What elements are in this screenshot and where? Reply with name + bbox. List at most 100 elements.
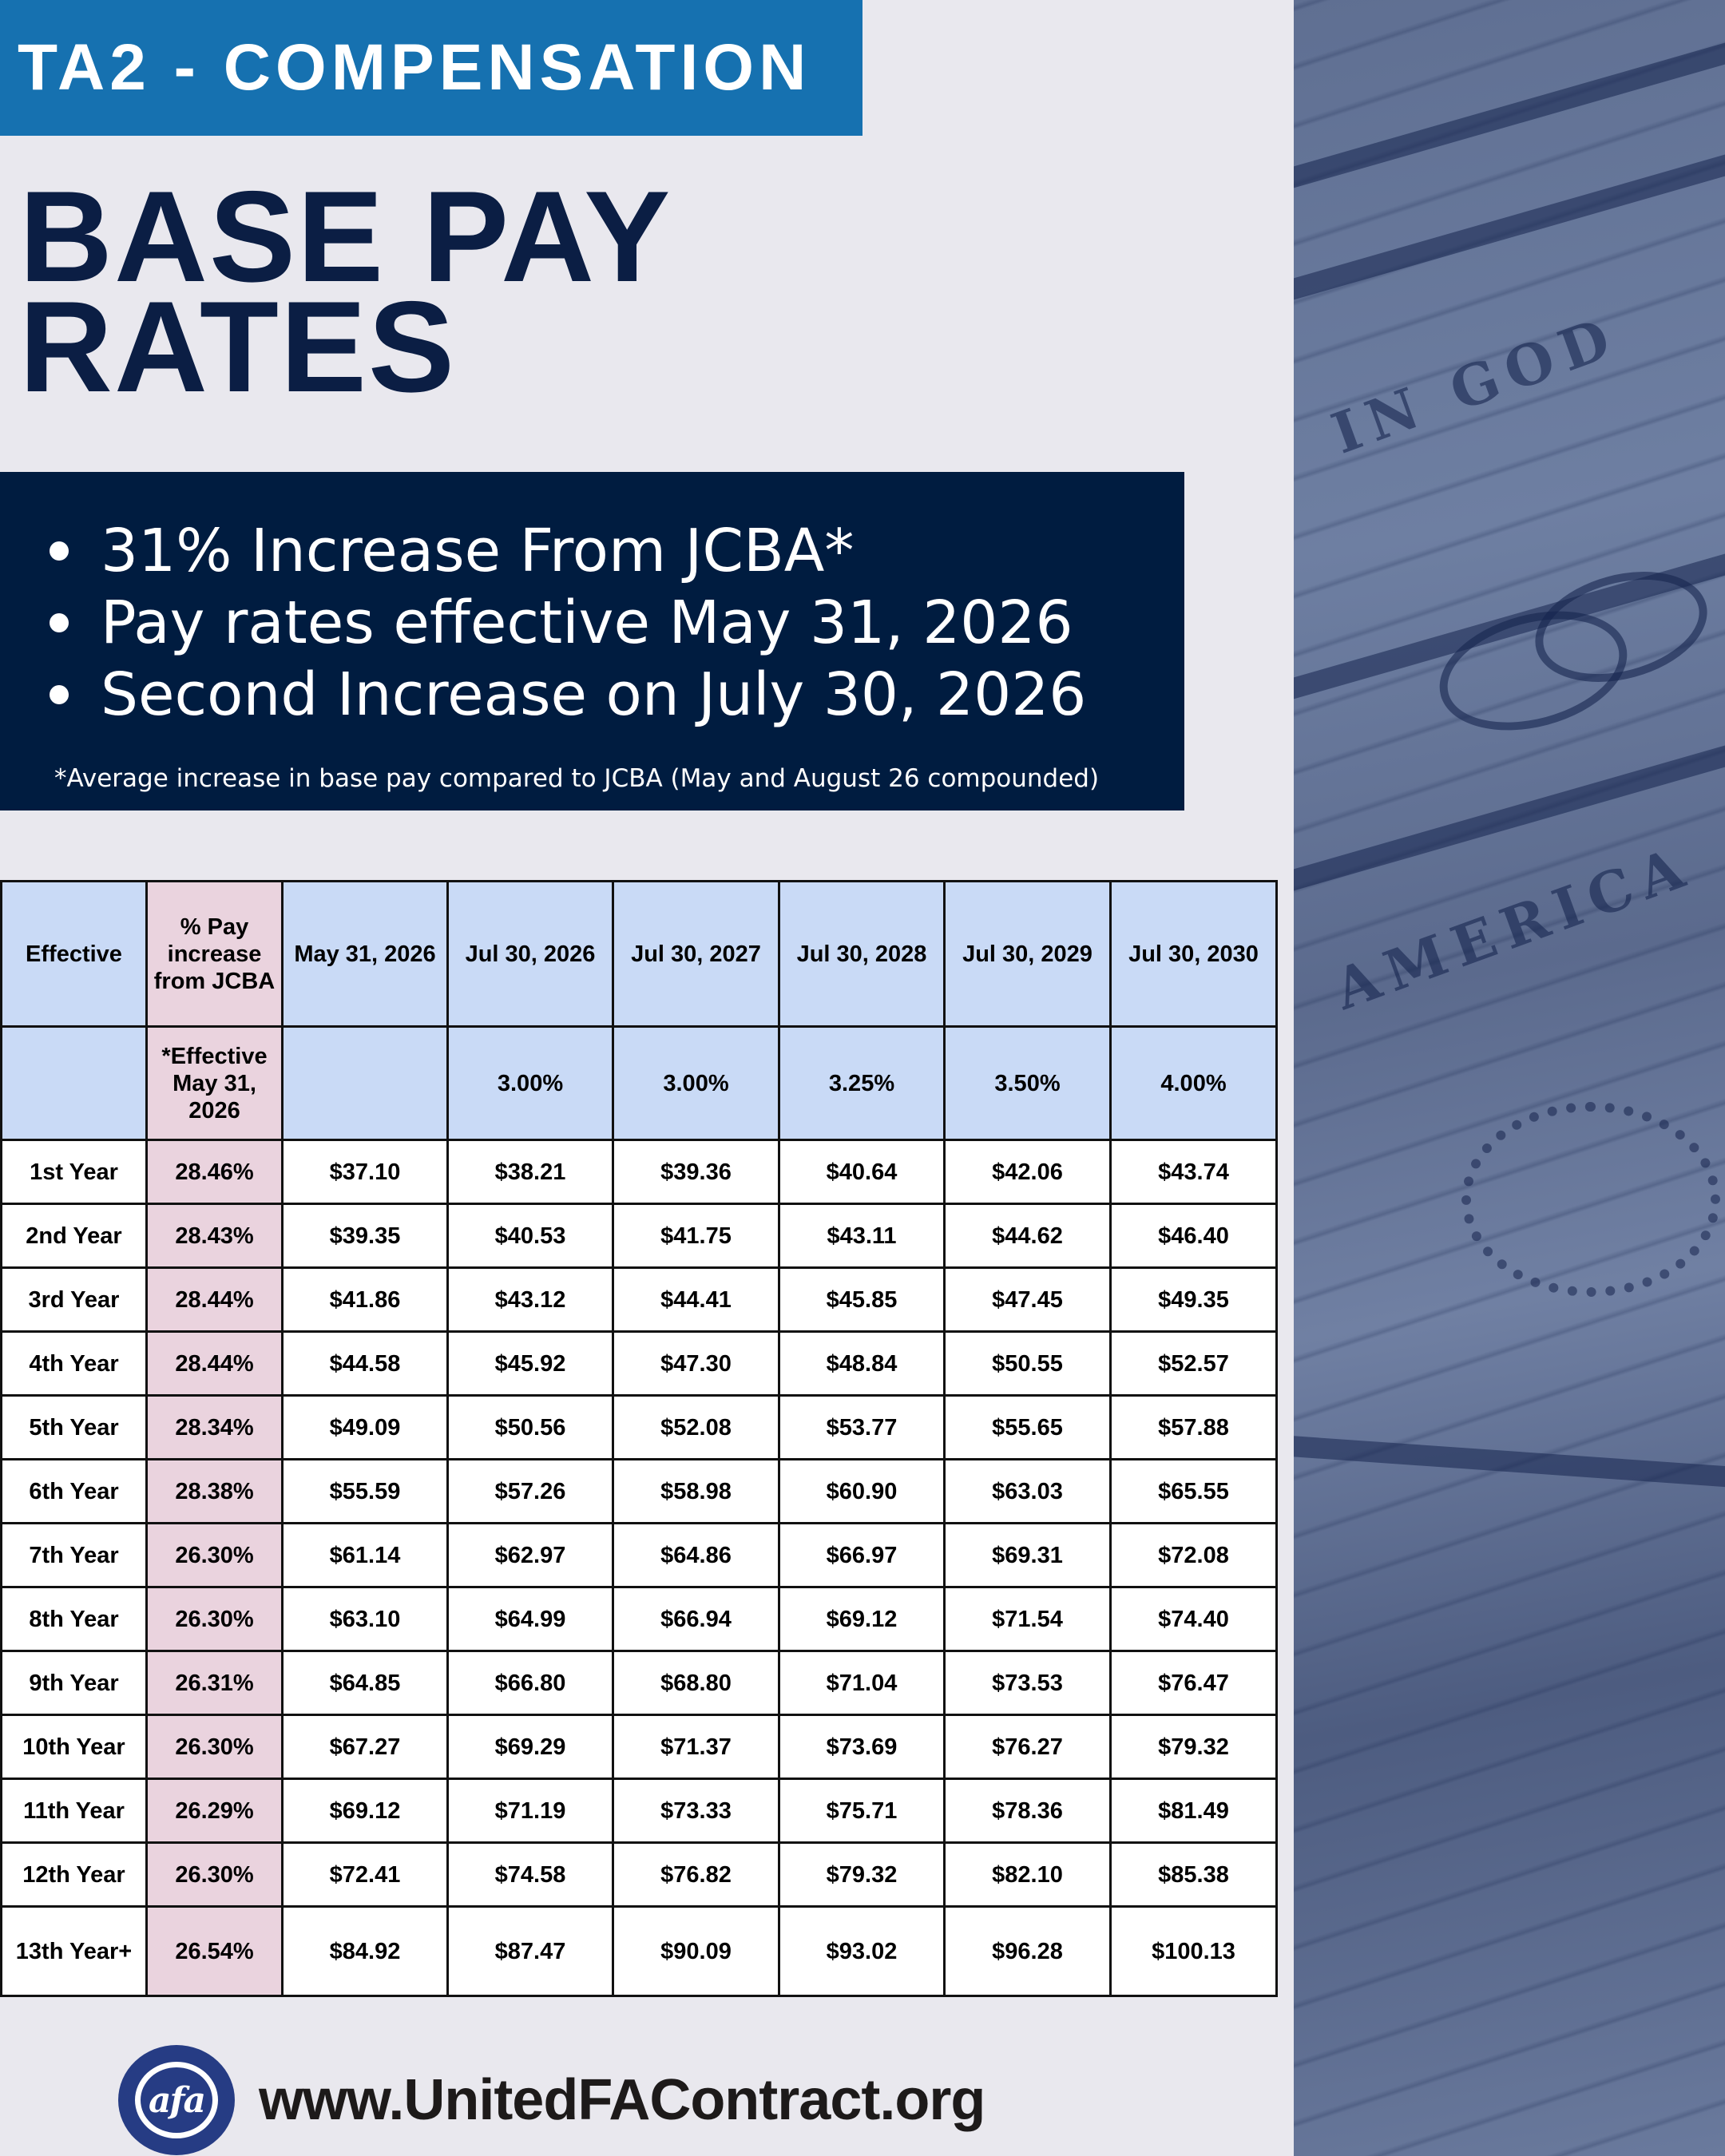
row-label: 1st Year — [0, 1139, 148, 1205]
pay-rate-cell: $63.03 — [943, 1458, 1112, 1524]
pay-rate-cell: $47.30 — [612, 1330, 780, 1397]
table-cell — [0, 1025, 148, 1141]
footnote: *Average increase in base pay compared t… — [54, 764, 1100, 793]
pay-rate-cell: $58.98 — [612, 1458, 780, 1524]
highlight-text: Pay rates effective May 31, 2026 — [101, 589, 1073, 657]
pay-rate-cell: $48.84 — [778, 1330, 946, 1397]
pay-rate-cell: $72.08 — [1109, 1522, 1278, 1588]
pay-rate-cell: $57.88 — [1109, 1394, 1278, 1460]
pay-rate-cell: $53.77 — [778, 1394, 946, 1460]
pay-rate-cell: $55.59 — [281, 1458, 449, 1524]
afa-logo-text: afa — [135, 2062, 218, 2138]
increase-percent-row: *Effective May 31, 2026 3.00% 3.00% 3.25… — [0, 1025, 1278, 1141]
pay-rate-cell: $64.85 — [281, 1650, 449, 1716]
page-title-line-1: BASE PAY — [19, 164, 672, 309]
pay-rate-cell: $79.32 — [1109, 1714, 1278, 1780]
pay-rate-cell: $76.82 — [612, 1841, 780, 1908]
photo-detail — [1461, 1102, 1720, 1297]
pay-rate-cell: $42.06 — [943, 1139, 1112, 1205]
pay-rate-cell: $55.65 — [943, 1394, 1112, 1460]
pay-rate-cell: $62.97 — [446, 1522, 614, 1588]
pay-rate-cell: $60.90 — [778, 1458, 946, 1524]
percent-increase-cell: 28.44% — [145, 1330, 284, 1397]
pay-rate-cell: $43.11 — [778, 1203, 946, 1269]
highlights-list: 31% Increase From JCBA* Pay rates effect… — [50, 515, 1184, 731]
column-header: Jul 30, 2026 — [446, 880, 614, 1028]
pay-rate-cell: $47.45 — [943, 1266, 1112, 1333]
row-label: 6th Year — [0, 1458, 148, 1524]
pay-rate-cell: $39.36 — [612, 1139, 780, 1205]
percent-increase-cell: 26.30% — [145, 1522, 284, 1588]
photo-detail: IN GOD — [1323, 302, 1628, 467]
pay-rate-cell: $63.10 — [281, 1586, 449, 1652]
percent-increase-cell: 26.31% — [145, 1650, 284, 1716]
highlight-item: Second Increase on July 30, 2026 — [50, 659, 1184, 731]
pay-rate-cell: $72.41 — [281, 1841, 449, 1908]
pay-rate-cell: $45.85 — [778, 1266, 946, 1333]
pay-rate-cell: $43.12 — [446, 1266, 614, 1333]
pay-rate-cell: $74.40 — [1109, 1586, 1278, 1652]
section-banner-label: TA2 - COMPENSATION — [18, 31, 811, 104]
table-cell: 3.50% — [943, 1025, 1112, 1141]
table-row: 3rd Year 28.44% $41.86 $43.12 $44.41 $45.85 $4… — [0, 1266, 1278, 1333]
table-row: 4th Year 28.44% $44.58 $45.92 $47.30 $48.84 $5… — [0, 1330, 1278, 1397]
highlights-box: 31% Increase From JCBA* Pay rates effect… — [0, 472, 1184, 810]
column-header: Jul 30, 2027 — [612, 880, 780, 1028]
highlight-text: Second Increase on July 30, 2026 — [101, 660, 1087, 729]
photo-detail — [1294, 19, 1725, 193]
pay-rate-cell: $85.38 — [1109, 1841, 1278, 1908]
row-label: 11th Year — [0, 1778, 148, 1844]
table-row: 1st Year 28.46% $37.10 $38.21 $39.36 $40.64 $4… — [0, 1139, 1278, 1205]
pay-rate-cell: $100.13 — [1109, 1905, 1278, 1997]
percent-increase-cell: 26.30% — [145, 1841, 284, 1908]
pay-rate-cell: $73.69 — [778, 1714, 946, 1780]
pay-rate-cell: $69.31 — [943, 1522, 1112, 1588]
pay-rate-cell: $43.74 — [1109, 1139, 1278, 1205]
money-photo: IN GOD AMERICA — [1294, 0, 1725, 2156]
table-row: 7th Year 26.30% $61.14 $62.97 $64.86 $66.97 $6… — [0, 1522, 1278, 1588]
pay-rate-cell: $41.75 — [612, 1203, 780, 1269]
pay-rate-cell: $45.92 — [446, 1330, 614, 1397]
row-label: 7th Year — [0, 1522, 148, 1588]
pay-rate-cell: $90.09 — [612, 1905, 780, 1997]
pay-rate-cell: $37.10 — [281, 1139, 449, 1205]
page-title-line-2: RATES — [19, 275, 457, 419]
percent-increase-cell: 26.30% — [145, 1586, 284, 1652]
pay-rate-cell: $41.86 — [281, 1266, 449, 1333]
table-cell: 3.00% — [446, 1025, 614, 1141]
row-label: 8th Year — [0, 1586, 148, 1652]
table-cell: 3.00% — [612, 1025, 780, 1141]
pay-rate-cell: $71.54 — [943, 1586, 1112, 1652]
column-header: Jul 30, 2028 — [778, 880, 946, 1028]
pay-rate-cell: $82.10 — [943, 1841, 1112, 1908]
pay-rate-cell: $40.53 — [446, 1203, 614, 1269]
percent-increase-cell: 28.34% — [145, 1394, 284, 1460]
table-row: 8th Year 26.30% $63.10 $64.99 $66.94 $69.12 $7… — [0, 1586, 1278, 1652]
pay-rate-cell: $81.49 — [1109, 1778, 1278, 1844]
pay-rate-cell: $50.56 — [446, 1394, 614, 1460]
pay-rate-cell: $76.27 — [943, 1714, 1112, 1780]
row-label: 10th Year — [0, 1714, 148, 1780]
pay-rate-cell: $50.55 — [943, 1330, 1112, 1397]
website-url[interactable]: www.UnitedFAContract.org — [259, 2068, 985, 2132]
table-cell: *Effective May 31, 2026 — [145, 1025, 284, 1141]
pay-rate-cell: $69.12 — [778, 1586, 946, 1652]
table-row: 2nd Year 28.43% $39.35 $40.53 $41.75 $43.11 $4… — [0, 1203, 1278, 1269]
column-header: Jul 30, 2029 — [943, 880, 1112, 1028]
pay-rate-cell: $76.47 — [1109, 1650, 1278, 1716]
row-label: 12th Year — [0, 1841, 148, 1908]
column-header: May 31, 2026 — [281, 880, 449, 1028]
bullet-icon — [50, 541, 69, 561]
pay-rate-cell: $46.40 — [1109, 1203, 1278, 1269]
table-header-row: Effective % Pay increase from JCBA May 3… — [0, 880, 1278, 1028]
pay-rate-cell: $69.29 — [446, 1714, 614, 1780]
percent-increase-cell: 26.30% — [145, 1714, 284, 1780]
row-label: 5th Year — [0, 1394, 148, 1460]
pay-rate-cell: $64.99 — [446, 1586, 614, 1652]
pay-rate-cell: $52.57 — [1109, 1330, 1278, 1397]
highlight-text: 31% Increase From JCBA* — [101, 517, 855, 585]
row-label: 4th Year — [0, 1330, 148, 1397]
table-row: 9th Year 26.31% $64.85 $66.80 $68.80 $71.04 $7… — [0, 1650, 1278, 1716]
pay-rate-cell: $66.80 — [446, 1650, 614, 1716]
row-label: 13th Year+ — [0, 1905, 148, 1997]
